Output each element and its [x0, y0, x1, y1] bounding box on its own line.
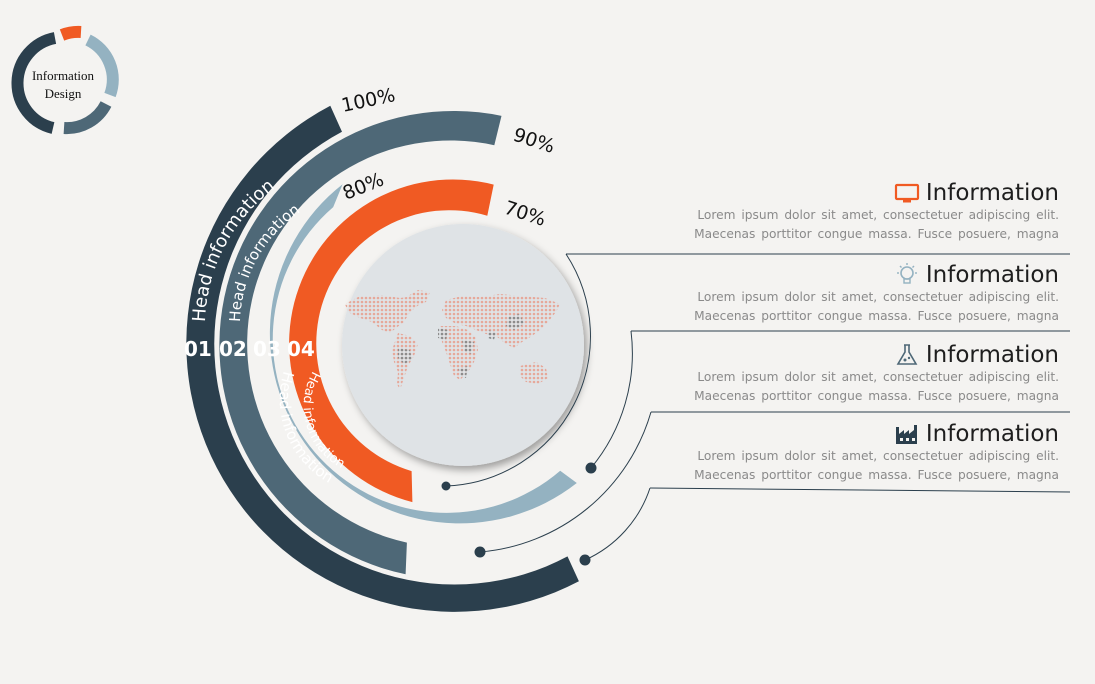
logo-text-line2: Design: [45, 86, 82, 101]
logo-badge: Information Design: [11, 25, 119, 135]
connector-line-4-arc: [584, 487, 651, 561]
monitor-icon: [894, 183, 919, 203]
ring-number-03: 03: [253, 337, 281, 361]
connector-line-3-arc: [479, 411, 652, 553]
connector-lines: [441, 253, 1071, 566]
ring-number-01: 01: [184, 337, 212, 361]
connector-dot-1: [441, 481, 451, 491]
info-title-2: Information: [925, 262, 1059, 288]
info-text-3-line1: Lorem ipsum dolor sit amet, consectetuer…: [697, 370, 1059, 384]
info-text-2-line2: Maecenas porttitor congue massa. Fusce p…: [694, 309, 1059, 323]
world-map-image: [345, 290, 560, 390]
center-globe: [342, 224, 584, 466]
flask-icon: [896, 344, 918, 365]
logo-ring-segment-orange: [59, 25, 82, 41]
logo-ring-segment-light: [85, 34, 119, 98]
connector-dot-4: [579, 554, 591, 566]
info-title-3: Information: [925, 342, 1059, 368]
connector-line-4: [649, 487, 1071, 493]
factory-icon: [895, 425, 917, 444]
ring-03-arc: [269, 184, 577, 524]
percent-label-02: 90%: [510, 124, 557, 158]
info-text-3-line2: Maecenas porttitor congue massa. Fusce p…: [694, 389, 1059, 403]
logo-ring-segment-mid: [63, 101, 112, 135]
info-block-1: Information Lorem ipsum dolor sit amet, …: [639, 180, 1059, 244]
ring-numbers: 01 02 03 04: [184, 337, 315, 361]
percent-label-04: 70%: [501, 197, 548, 231]
percent-label-01: 100%: [339, 84, 397, 117]
ring-number-02: 02: [219, 337, 247, 361]
info-block-2: Information Lorem ipsum dolor sit amet, …: [639, 262, 1059, 326]
lightbulb-icon: [896, 263, 917, 284]
info-title-1: Information: [925, 180, 1059, 206]
ring-04-arc: [289, 179, 494, 503]
logo-ring-segment-dark: [11, 32, 57, 134]
connector-line-2-arc: [590, 330, 633, 469]
info-text-1-line1: Lorem ipsum dolor sit amet, consectetuer…: [697, 208, 1059, 222]
ring-number-04: 04: [287, 337, 315, 361]
info-block-4: Information Lorem ipsum dolor sit amet, …: [639, 421, 1059, 485]
info-text-2-line1: Lorem ipsum dolor sit amet, consectetuer…: [697, 290, 1059, 304]
ring-arcs: [186, 105, 579, 612]
info-text-1-line2: Maecenas porttitor congue massa. Fusce p…: [694, 227, 1059, 241]
connector-dot-2: [585, 462, 597, 474]
info-title-4: Information: [925, 421, 1059, 447]
connector-dot-3: [474, 546, 486, 558]
logo-text-line1: Information: [32, 68, 95, 83]
info-text-4-line2: Maecenas porttitor congue massa. Fusce p…: [694, 468, 1059, 482]
connector-line-1-arc: [445, 253, 591, 487]
info-block-3: Information Lorem ipsum dolor sit amet, …: [639, 342, 1059, 406]
info-text-4-line1: Lorem ipsum dolor sit amet, consectetuer…: [697, 449, 1059, 463]
